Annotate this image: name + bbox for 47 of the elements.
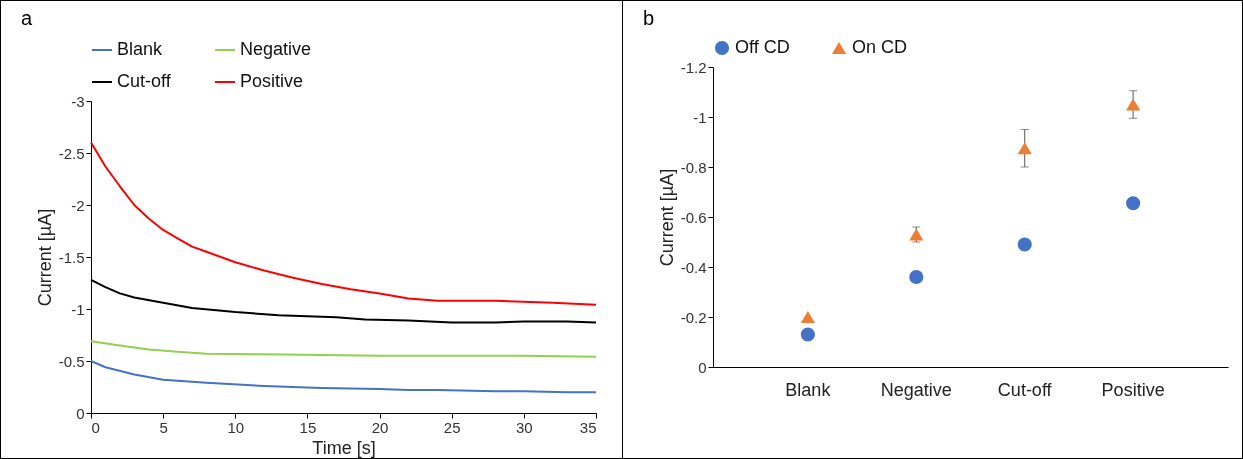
y-tick-label: -1.5 xyxy=(58,248,85,266)
x-tick-label: Blank xyxy=(784,379,831,400)
y-tick-label: -0.5 xyxy=(58,352,85,370)
y-tick-label: -1 xyxy=(71,300,85,318)
x-tick-label: 35 xyxy=(579,418,597,436)
y-tick-label: -2 xyxy=(71,196,85,214)
y-tick-label: -1 xyxy=(692,108,706,126)
y-tick-label: 0 xyxy=(697,358,706,376)
x-tick-label: 10 xyxy=(227,418,245,436)
point xyxy=(908,269,923,285)
legend-label: Positive xyxy=(240,71,304,91)
x-tick-label: 20 xyxy=(371,418,389,436)
point xyxy=(1017,237,1032,252)
point xyxy=(1017,142,1032,155)
x-tick-label: 25 xyxy=(443,418,461,436)
point xyxy=(1125,196,1140,211)
y-tick-label: -0.8 xyxy=(680,158,706,176)
y-tick-label: -2.5 xyxy=(58,144,85,162)
legend-label: Negative xyxy=(240,39,312,59)
y-tick-label: -0.2 xyxy=(680,308,706,326)
x-tick-label: 0 xyxy=(91,418,100,436)
y-axis-title: Current [µA] xyxy=(34,208,55,307)
x-tick-label: 30 xyxy=(516,418,533,436)
line-series xyxy=(90,340,597,358)
chart-title: b xyxy=(642,7,654,29)
chart-title: a xyxy=(21,7,33,29)
legend-label: Off CD xyxy=(734,37,790,57)
point xyxy=(1125,98,1140,111)
x-tick-label: Negative xyxy=(880,379,952,400)
y-tick-label: -0.4 xyxy=(680,258,706,276)
legend-label: On CD xyxy=(851,37,907,57)
x-tick-label: Cut-off xyxy=(997,379,1053,400)
x-tick-label: Positive xyxy=(1101,379,1165,400)
legend-label: Blank xyxy=(117,39,164,59)
y-tick-label: -0.6 xyxy=(680,208,706,226)
x-tick-label: 5 xyxy=(159,418,168,436)
line-series xyxy=(90,360,597,394)
point xyxy=(800,327,815,342)
line-series xyxy=(90,141,597,306)
legend-label: Cut-off xyxy=(117,71,172,91)
x-tick-label: 15 xyxy=(299,418,317,436)
point xyxy=(800,310,815,324)
y-tick-label: 0 xyxy=(76,404,85,422)
y-tick-label: -1.2 xyxy=(680,58,706,76)
x-axis-title: Time [s] xyxy=(312,437,376,458)
y-tick-label: -3 xyxy=(71,92,85,110)
y-axis-title: Current [µA] xyxy=(656,168,677,267)
